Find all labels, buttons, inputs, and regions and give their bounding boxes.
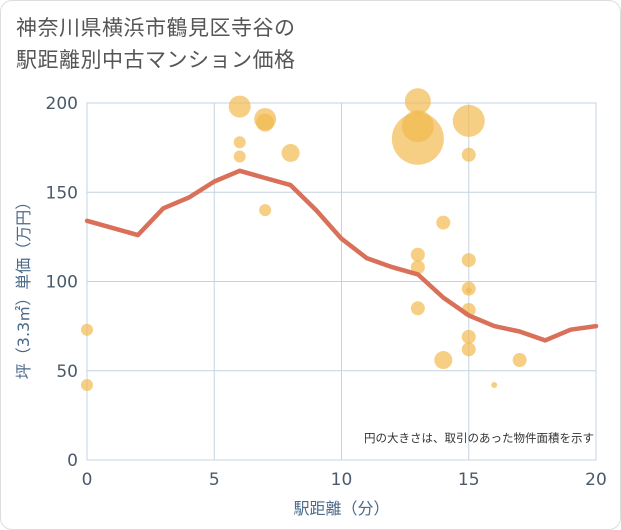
size-legend-note: 円の大きさは、取引のあった物件面積を示す [364, 431, 594, 445]
bubble-series [81, 88, 527, 392]
trend-line-series [84, 168, 599, 343]
bubble-point [434, 351, 453, 370]
bubble-point [461, 253, 476, 268]
x-tick-label: 5 [209, 470, 220, 490]
grid-lines [86, 102, 597, 461]
bubble-point [436, 215, 451, 230]
bubble-point [256, 113, 275, 132]
x-tick-label: 20 [585, 470, 607, 490]
bubble-point [410, 301, 425, 316]
y-tick-label: 200 [46, 94, 78, 114]
x-tick-label: 15 [458, 470, 480, 490]
bubble-point [452, 104, 485, 137]
bubble-point [404, 88, 431, 115]
bubble-point [491, 382, 498, 389]
bubble-point [81, 379, 93, 392]
chart-title-line-1: 神奈川県横浜市鶴見区寺谷の [16, 16, 296, 40]
bubble-point [233, 150, 246, 163]
x-tick-label: 10 [331, 470, 353, 490]
x-axis-label: 駅距離（分） [293, 499, 389, 518]
bubble-point [410, 260, 425, 275]
chart-title: 神奈川県横浜市鶴見区寺谷の 駅距離別中古マンション価格 [16, 12, 296, 76]
x-tick-label: 0 [82, 470, 93, 490]
y-tick-label: 150 [46, 183, 78, 203]
bubble-point [461, 329, 476, 344]
bubble-point [391, 112, 444, 165]
y-axis-label: 坪（3.3㎡）単価（万円） [14, 194, 33, 379]
bubble-point [512, 353, 527, 368]
bubble-point [461, 147, 476, 162]
y-tick-label: 0 [67, 451, 78, 471]
bubble-point [81, 323, 93, 336]
bubble-point [461, 342, 476, 357]
bubble-point [228, 95, 251, 118]
y-tick-label: 100 [46, 273, 78, 293]
bubble-point [281, 143, 300, 162]
y-tick-label: 50 [56, 362, 78, 382]
bubble-point [259, 204, 272, 217]
bubble-point [410, 247, 425, 262]
bubble-point [465, 287, 472, 294]
trend-line [84, 168, 599, 343]
bubble-point [233, 136, 246, 149]
chart-title-line-2: 駅距離別中古マンション価格 [16, 48, 296, 72]
